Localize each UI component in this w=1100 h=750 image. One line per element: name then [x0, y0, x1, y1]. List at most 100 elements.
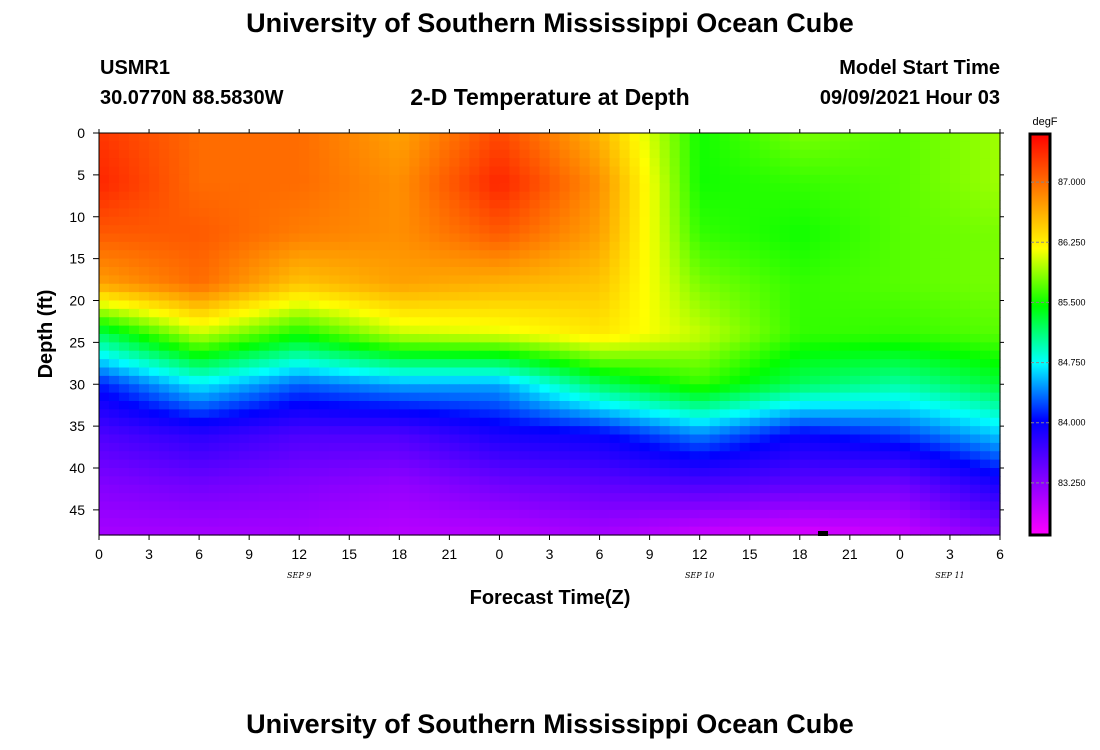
heatmap-cell	[119, 409, 130, 419]
heatmap-cell	[289, 267, 300, 276]
heatmap-cell	[459, 459, 471, 469]
heatmap-cell	[209, 308, 220, 318]
heatmap-cell	[129, 241, 140, 251]
heatmap-cell	[569, 384, 581, 394]
heatmap-cell	[599, 141, 611, 151]
heatmap-cell	[249, 267, 260, 276]
heatmap-cell	[259, 459, 270, 469]
heatmap-cell	[479, 518, 491, 528]
heatmap-cell	[709, 434, 721, 444]
heatmap-cell	[669, 300, 681, 310]
heatmap-cell	[909, 375, 921, 385]
heatmap-cell	[779, 509, 791, 519]
heatmap-cell	[909, 442, 921, 452]
heatmap-cell	[249, 375, 260, 385]
heatmap-cell	[539, 317, 551, 327]
heatmap-cell	[349, 442, 360, 452]
heatmap-cell	[759, 141, 771, 151]
heatmap-cell	[939, 501, 951, 511]
heatmap-cell	[229, 216, 240, 226]
heatmap-cell	[99, 417, 110, 427]
heatmap-cell	[639, 392, 651, 402]
heatmap-cell	[479, 166, 491, 176]
heatmap-cell	[899, 442, 911, 452]
heatmap-cell	[629, 426, 641, 436]
heatmap-cell	[219, 183, 230, 193]
heatmap-cell	[129, 426, 140, 436]
heatmap-cell	[799, 384, 811, 394]
heatmap-cell	[559, 225, 571, 235]
heatmap-cell	[509, 417, 521, 427]
heatmap-cell	[829, 233, 841, 243]
heatmap-cell	[209, 158, 220, 168]
heatmap-cell	[739, 325, 751, 335]
heatmap-cell	[799, 434, 811, 444]
heatmap-cell	[99, 367, 110, 377]
heatmap-cell	[829, 392, 841, 402]
heatmap-cell	[109, 384, 120, 394]
heatmap-cell	[369, 484, 380, 494]
heatmap-cell	[399, 417, 410, 427]
heatmap-cell	[589, 509, 601, 519]
heatmap-cell	[909, 225, 921, 235]
heatmap-cell	[629, 334, 641, 343]
heatmap-cell	[779, 325, 791, 335]
heatmap-cell	[669, 367, 681, 377]
heatmap-cell	[489, 283, 501, 293]
heatmap-cell	[539, 267, 551, 276]
heatmap-cell	[349, 233, 360, 243]
heatmap-cell	[359, 476, 370, 486]
heatmap-cell	[199, 442, 210, 452]
heatmap-cell	[959, 317, 971, 327]
heatmap-cell	[339, 208, 350, 218]
heatmap-cell	[599, 200, 611, 209]
heatmap-cell	[709, 401, 721, 410]
heatmap-cell	[389, 367, 400, 377]
heatmap-cell	[439, 275, 450, 285]
heatmap-cell	[909, 526, 921, 536]
heatmap-cell	[109, 250, 120, 260]
heatmap-cell	[929, 233, 941, 243]
heatmap-cell	[709, 501, 721, 511]
heatmap-cell	[989, 392, 1001, 402]
heatmap-cell	[819, 350, 831, 360]
heatmap-cell	[249, 342, 260, 352]
heatmap-cell	[119, 451, 130, 461]
heatmap-cell	[629, 501, 641, 511]
heatmap-cell	[879, 375, 891, 385]
heatmap-cell	[489, 233, 501, 243]
heatmap-cell	[799, 208, 811, 218]
heatmap-cell	[449, 484, 460, 494]
heatmap-cell	[269, 292, 280, 302]
heatmap-cell	[259, 434, 270, 444]
heatmap-cell	[119, 133, 130, 142]
heatmap-cell	[289, 359, 300, 369]
heatmap-cell	[559, 283, 571, 293]
heatmap-cell	[369, 509, 380, 519]
heatmap-cell	[859, 200, 871, 209]
heatmap-cell	[179, 334, 190, 343]
heatmap-cell	[869, 384, 881, 394]
heatmap-cell	[949, 300, 961, 310]
heatmap-cell	[289, 275, 300, 285]
heatmap-cell	[519, 158, 531, 168]
heatmap-cell	[279, 183, 290, 193]
heatmap-cell	[739, 258, 751, 268]
heatmap-cell	[619, 292, 631, 302]
heatmap-cell	[389, 216, 400, 226]
heatmap-cell	[219, 476, 230, 486]
heatmap-cell	[909, 166, 921, 176]
heatmap-cell	[529, 476, 541, 486]
heatmap-cell	[959, 501, 971, 511]
heatmap-cell	[199, 518, 210, 528]
heatmap-cell	[979, 518, 991, 528]
heatmap-cell	[879, 434, 891, 444]
heatmap-cell	[879, 216, 891, 226]
heatmap-cell	[949, 317, 961, 327]
heatmap-cell	[929, 158, 941, 168]
heatmap-cell	[989, 367, 1001, 377]
heatmap-cell	[789, 359, 801, 369]
heatmap-cell	[689, 442, 701, 452]
heatmap-cell	[819, 409, 831, 419]
heatmap-cell	[349, 166, 360, 176]
